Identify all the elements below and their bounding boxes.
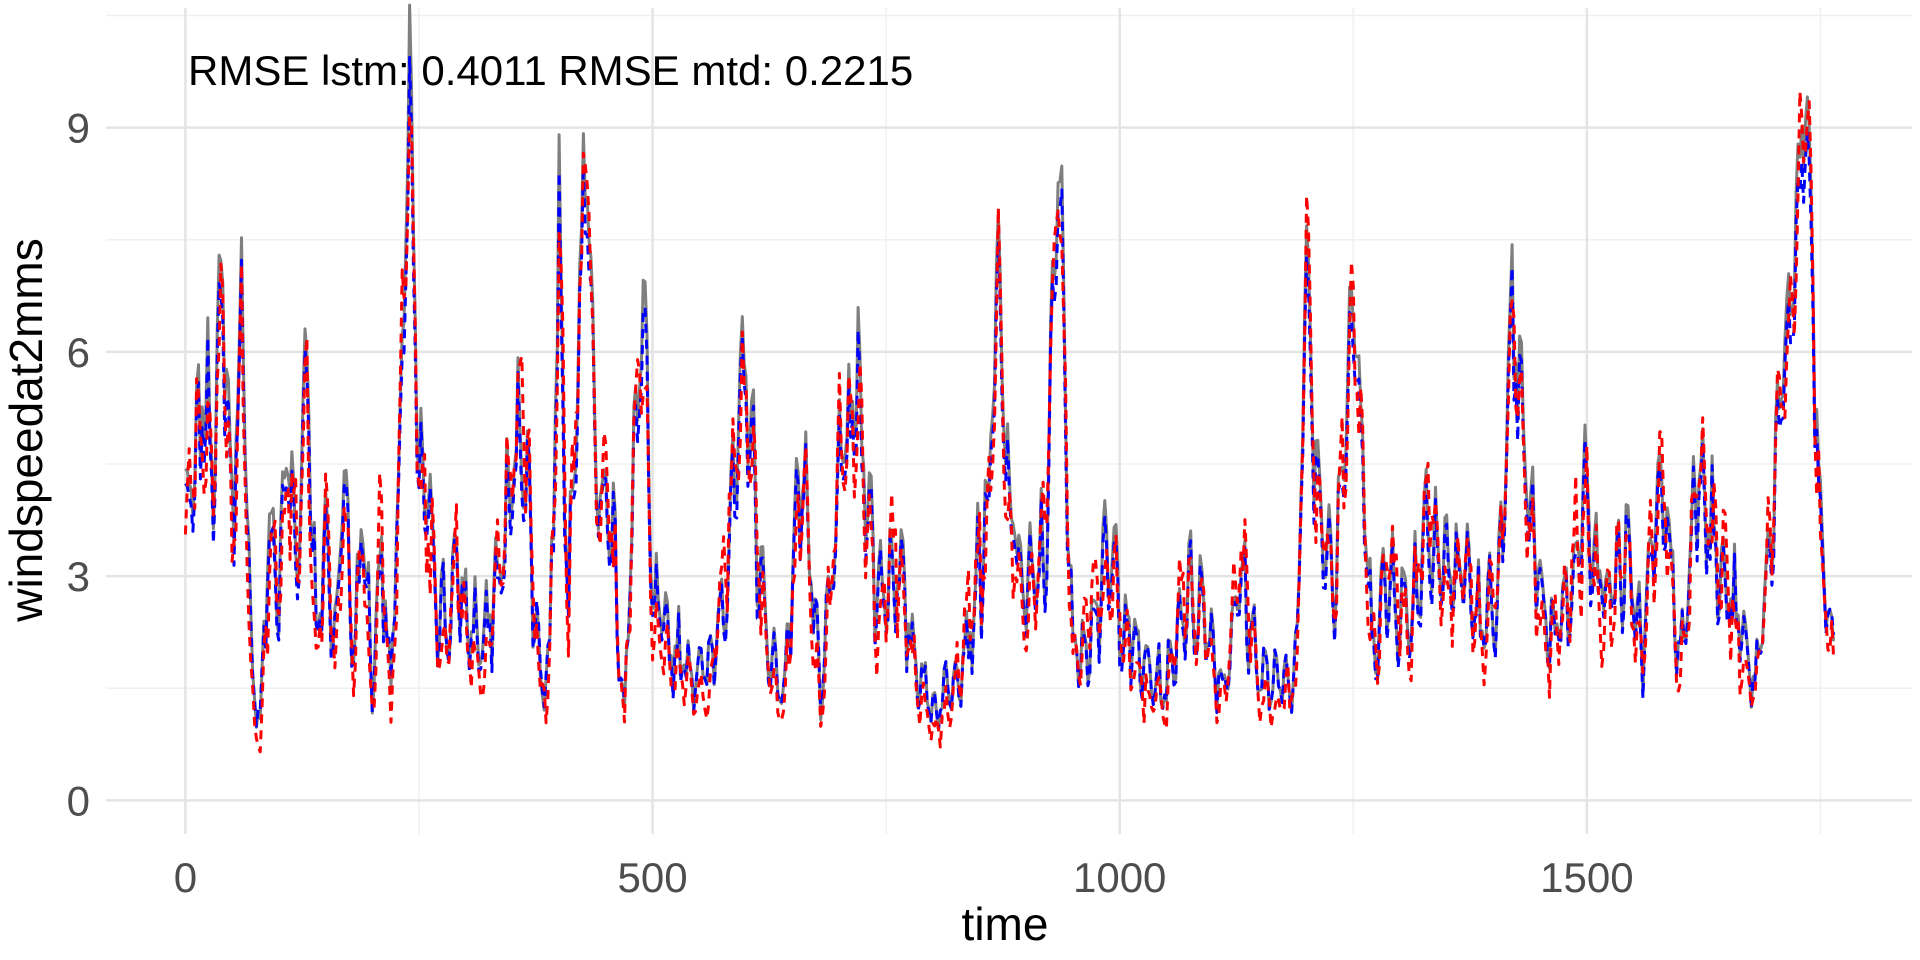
y-axis-title: windspeedat2mms [0,238,52,623]
series-mtd-line [183,90,1835,754]
tick-labels: 0 500 1000 1500 0 3 6 9 [67,105,1634,901]
x-tick-label: 0 [174,854,197,901]
x-tick-label: 1000 [1073,854,1166,901]
y-tick-label: 3 [67,553,90,600]
y-tick-label: 6 [67,329,90,376]
x-tick-label: 1500 [1540,854,1633,901]
y-tick-label: 9 [67,105,90,152]
rmse-annotation: RMSE lstm: 0.4011 RMSE mtd: 0.2215 [188,47,913,94]
grid [106,8,1912,834]
plot-area [183,3,1835,754]
y-tick-label: 0 [67,777,90,824]
x-axis-title: time [962,898,1049,950]
x-tick-label: 500 [618,854,688,901]
